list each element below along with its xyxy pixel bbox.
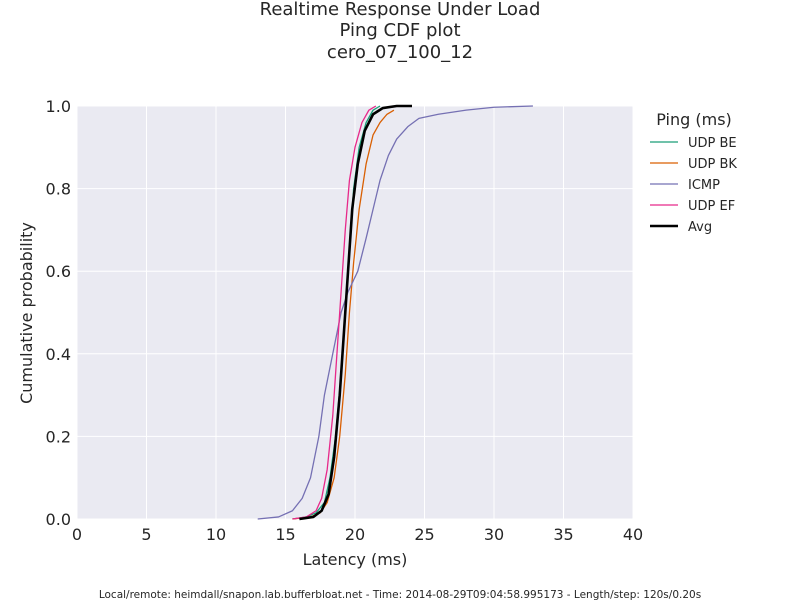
legend: Ping (ms) UDP BE UDP BK ICMP UDP EF Avg bbox=[650, 110, 737, 235]
legend-label: UDP BE bbox=[688, 136, 737, 151]
y-tick-label: 0.4 bbox=[46, 345, 71, 364]
x-tick-label: 25 bbox=[414, 525, 434, 544]
x-tick-label: 15 bbox=[275, 525, 295, 544]
y-tick-label: 1.0 bbox=[46, 97, 71, 116]
y-tick-label: 0.6 bbox=[46, 262, 71, 281]
x-axis-label: Latency (ms) bbox=[303, 550, 408, 569]
series-line-icmp bbox=[257, 105, 533, 520]
legend-label: Avg bbox=[688, 220, 712, 235]
chart-title: Realtime Response Under Load Ping CDF pl… bbox=[260, 0, 541, 63]
x-tick-label: 0 bbox=[72, 525, 82, 544]
x-tick-label: 5 bbox=[141, 525, 151, 544]
legend-label: UDP BK bbox=[688, 157, 737, 172]
x-tick-label: 35 bbox=[553, 525, 573, 544]
series-line-avg bbox=[299, 104, 412, 521]
series-layer bbox=[257, 104, 533, 521]
x-tick-label: 30 bbox=[484, 525, 504, 544]
x-tick-label: 20 bbox=[345, 525, 365, 544]
y-tick-label: 0.8 bbox=[46, 180, 71, 199]
series-line-udp-ef bbox=[292, 105, 377, 520]
x-tick-label: 40 bbox=[623, 525, 643, 544]
title-line-2: Ping CDF plot bbox=[339, 20, 460, 41]
legend-label: UDP EF bbox=[688, 199, 735, 214]
x-tick-label: 10 bbox=[206, 525, 226, 544]
y-axis-ticks: 0.0 0.2 0.4 0.6 0.8 1.0 bbox=[46, 97, 71, 529]
y-axis-label: Cumulative probability bbox=[17, 222, 36, 404]
y-tick-label: 0.2 bbox=[46, 427, 71, 446]
y-tick-label: 0.0 bbox=[46, 510, 71, 529]
footer-info: Local/remote: heimdall/snapon.lab.buffer… bbox=[99, 589, 701, 600]
legend-label: ICMP bbox=[688, 178, 720, 193]
legend-title: Ping (ms) bbox=[656, 110, 732, 129]
title-line-1: Realtime Response Under Load bbox=[260, 0, 541, 20]
x-axis-ticks: 0 5 10 15 20 25 30 35 40 bbox=[72, 525, 643, 544]
title-line-3: cero_07_100_12 bbox=[327, 42, 473, 63]
